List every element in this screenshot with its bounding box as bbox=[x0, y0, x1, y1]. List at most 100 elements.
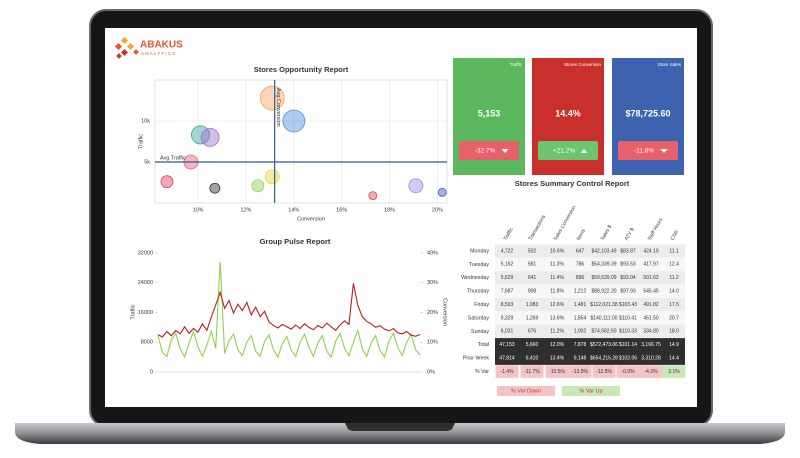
var-cell-bg bbox=[545, 365, 569, 378]
table-cell: 7,878 bbox=[574, 342, 587, 348]
table-cell: -13.9% bbox=[572, 369, 588, 375]
table-cell: 11.2% bbox=[550, 329, 564, 335]
bubble bbox=[251, 179, 265, 193]
table-cell: 14.4 bbox=[669, 356, 679, 362]
table-cell: 786 bbox=[576, 262, 585, 268]
row-label: Prior Week bbox=[463, 356, 489, 362]
table-cell: $140,111.00 bbox=[590, 315, 617, 321]
table-title: Stores Summary Control Report bbox=[515, 179, 630, 188]
row-bg bbox=[495, 271, 685, 285]
table-cell: 18.0 bbox=[669, 329, 679, 335]
var-cell-bg bbox=[639, 365, 663, 378]
y-tick-label: 32000 bbox=[138, 250, 153, 256]
row-label: Tuesday bbox=[469, 262, 489, 268]
row-label: Monday bbox=[470, 248, 489, 254]
table-cell: 47,814 bbox=[499, 356, 515, 362]
table-cell: $42,103.49 bbox=[591, 248, 616, 254]
table-cell: 20.7 bbox=[669, 315, 679, 321]
legend-label: % Var Down bbox=[511, 388, 541, 394]
table-cell: 11.4% bbox=[550, 275, 564, 281]
y-tick-label: 8000 bbox=[141, 340, 153, 346]
table-cell: 9,329 bbox=[501, 315, 514, 321]
bubble bbox=[259, 85, 285, 111]
table-cell: $88,922.20 bbox=[591, 289, 616, 295]
table-cell: 11.8% bbox=[550, 289, 564, 295]
table-cell: 908 bbox=[528, 289, 537, 295]
table-cell: 12.4 bbox=[669, 262, 679, 268]
column-header: Items bbox=[576, 228, 588, 242]
table-cell: 896 bbox=[576, 275, 585, 281]
table-cell: 3,166.75 bbox=[641, 342, 661, 348]
kpi-value: $78,725.60 bbox=[625, 108, 670, 118]
table-cell: $102.06 bbox=[619, 356, 637, 362]
plot-area bbox=[154, 79, 448, 204]
x-tick-label: 14% bbox=[288, 207, 299, 213]
kpi-change-pill bbox=[618, 141, 678, 160]
y-tick-label: 16000 bbox=[138, 310, 153, 316]
table-cell: 12.0% bbox=[550, 342, 565, 348]
kpi-label: Stores Conversion bbox=[564, 62, 602, 67]
kpi-change: +21.2% bbox=[553, 148, 575, 155]
bubble bbox=[408, 178, 424, 194]
table-cell: 9,148 bbox=[574, 356, 587, 362]
table-cell: $654,215.28 bbox=[590, 356, 618, 362]
bubble bbox=[209, 182, 221, 194]
legend-label: % Var Up bbox=[579, 388, 602, 394]
kpi-trend-arrow bbox=[501, 149, 509, 153]
x-tick-label: 12% bbox=[240, 207, 251, 213]
x-tick-label: 10% bbox=[193, 207, 204, 213]
y2-tick-label: 10% bbox=[427, 340, 438, 346]
table-cell: 47,153 bbox=[499, 342, 515, 348]
table-cell: $83.87 bbox=[620, 248, 636, 254]
kpi-value: 14.4% bbox=[555, 108, 581, 118]
kpi-label: Store Sales bbox=[658, 62, 682, 67]
logo-name: ABAKUS bbox=[140, 40, 183, 51]
table-cell: 581 bbox=[528, 262, 537, 268]
bubble bbox=[160, 175, 174, 189]
row-bg bbox=[495, 244, 685, 258]
table-cell: 501.62 bbox=[643, 275, 659, 281]
table-cell: 17.5 bbox=[669, 302, 679, 308]
kpi-change-pill bbox=[459, 141, 519, 160]
y2-tick-label: 40% bbox=[427, 250, 438, 256]
row-bg bbox=[495, 297, 685, 312]
y-tick-label: 10k bbox=[141, 118, 150, 124]
table-cell: 8,593 bbox=[501, 302, 514, 308]
table-cell: 491.82 bbox=[643, 302, 659, 308]
var-cell-bg bbox=[568, 365, 592, 378]
table-cell: 417.97 bbox=[643, 262, 659, 268]
var-cell-bg bbox=[616, 365, 640, 378]
table-cell: $110.33 bbox=[619, 329, 637, 335]
row-label: Saturday bbox=[468, 315, 490, 321]
table-cell: 11.1 bbox=[669, 248, 679, 254]
table-cell: $572,473.06 bbox=[590, 342, 618, 348]
row-label: Friday bbox=[474, 302, 489, 308]
table-cell: 424.19 bbox=[643, 248, 659, 254]
table-cell: 502 bbox=[528, 248, 537, 254]
y-tick-label: 0 bbox=[150, 369, 153, 375]
x-axis-title: Conversion bbox=[297, 216, 325, 222]
row-bg bbox=[495, 338, 685, 352]
chart-title: Stores Opportunity Report bbox=[254, 65, 349, 74]
table-cell: $97.93 bbox=[620, 289, 636, 295]
logo-tagline: ANALYTICS bbox=[141, 51, 176, 56]
y2-tick-label: 20% bbox=[427, 310, 438, 316]
legend-swatch bbox=[497, 386, 555, 396]
row-label: Wednesday bbox=[461, 275, 489, 281]
table-cell: 3.1% bbox=[668, 369, 680, 375]
table-cell: $93.53 bbox=[620, 262, 636, 268]
chart-title: Group Pulse Report bbox=[260, 237, 331, 246]
row-label: Thursday bbox=[467, 289, 489, 295]
table-cell: 14.0 bbox=[669, 289, 679, 295]
row-bg bbox=[495, 311, 685, 325]
table-cell: $110.41 bbox=[619, 315, 637, 321]
table-cell: 6,410 bbox=[526, 356, 539, 362]
row-bg bbox=[495, 324, 685, 339]
table-cell: 641 bbox=[528, 275, 537, 281]
column-header: CSR bbox=[670, 229, 681, 241]
legend-swatch bbox=[562, 386, 620, 396]
laptop-base bbox=[15, 423, 785, 444]
row-bg bbox=[495, 284, 685, 298]
table-cell: $74,582.50 bbox=[591, 329, 616, 335]
